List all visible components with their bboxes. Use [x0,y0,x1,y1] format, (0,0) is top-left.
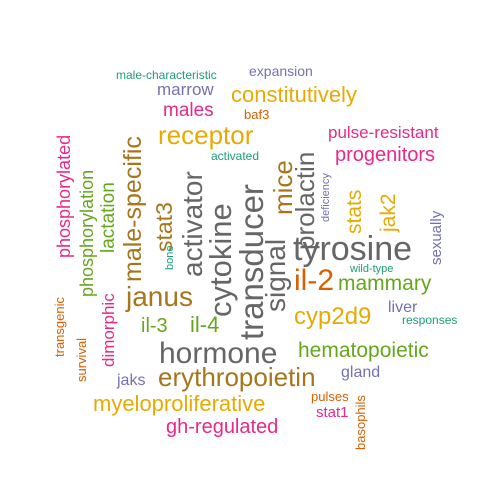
word-progenitors: progenitors [335,144,436,166]
word-lactation: lactation [98,182,119,253]
word-gland: gland [341,364,381,381]
word-stat3: stat3 [151,202,177,252]
word-jak2: jak2 [377,193,400,232]
word-phosphorylated: phosphorylated [54,134,74,258]
word-activated: activated [211,149,260,163]
word-janus: janus [126,281,193,312]
word-gh-regulated: gh-regulated [166,416,279,438]
word-stats: stats [343,189,366,234]
word-sexually: sexually [428,210,445,265]
word-basophils: basophils [353,395,368,450]
word-hematopoietic: hematopoietic [298,339,429,362]
word-stat1: stat1 [316,404,349,421]
word-il-4: il-4 [190,312,220,337]
word-male-characteristic: male-characteristic [116,68,217,82]
word-il-2: il-2 [294,264,335,297]
word-constitutively: constitutively [231,82,357,107]
word-il-3: il-3 [141,315,168,337]
word-deficiency: deficiency [320,173,332,222]
word-receptor: receptor [158,120,254,150]
word-marrow: marrow [157,80,214,99]
word-male-specific: male-specific [119,136,147,282]
word-signal: signal [260,238,291,312]
word-transgenic: transgenic [52,297,67,357]
word-males: males [163,100,214,121]
word-myeloproliferative: myeloproliferative [93,391,266,416]
word-survival: survival [74,337,89,382]
word-pulses: pulses [311,389,349,404]
word-jaks: jaks [117,372,146,389]
word-hormone: hormone [159,337,278,370]
word-liver: liver [388,299,418,316]
word-cyp2d9: cyp2d9 [294,303,372,330]
word-pulse-resistant: pulse-resistant [328,123,439,142]
word-erythropoietin: erythropoietin [158,362,316,392]
word-baf3: baf3 [244,107,270,122]
word-dimorphic: dimorphic [99,293,118,367]
word-tyrosine: tyrosine [293,230,413,268]
word-cytokine: cytokine [203,203,238,317]
word-phosphorylation: phosphorylation [77,169,97,297]
word-responses: responses [402,313,458,327]
word-wild-type: wild-type [350,263,394,275]
word-mammary: mammary [338,272,432,295]
word-bone: bone [164,245,176,270]
word-expansion: expansion [249,63,313,79]
